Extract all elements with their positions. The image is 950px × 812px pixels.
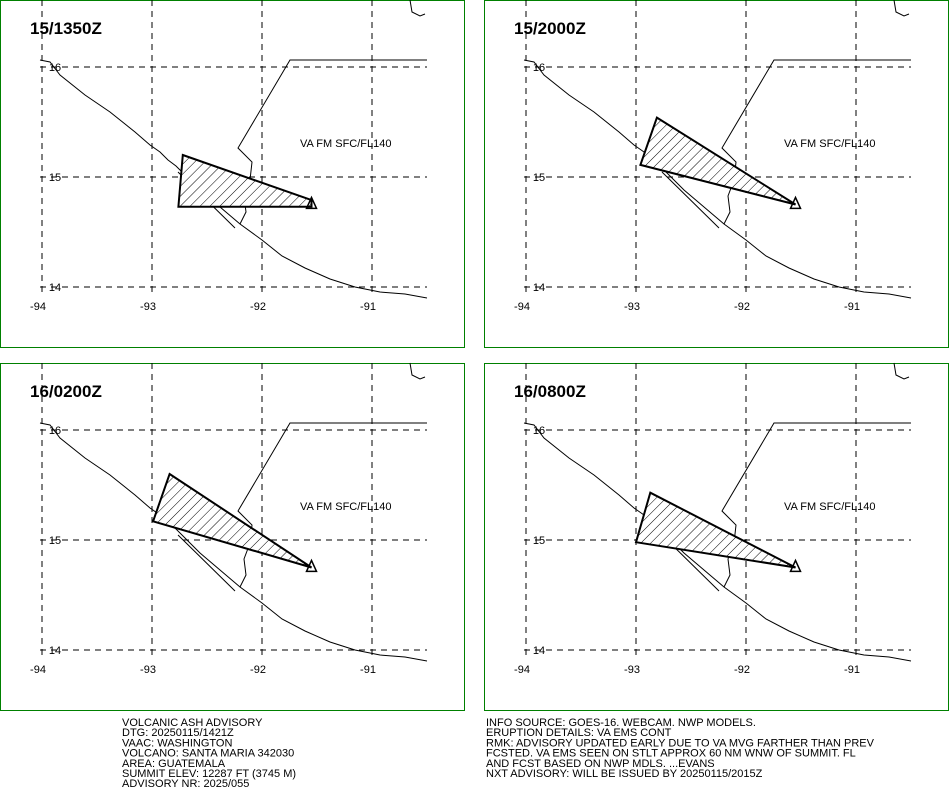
lon-label: -94	[30, 301, 46, 313]
lat-label: 15	[533, 172, 545, 184]
lon-label: -91	[360, 664, 376, 676]
ash-area	[639, 116, 797, 206]
advisory-line: FCSTED. VA EMS SEEN ON STLT APPROX 60 NM…	[486, 748, 856, 760]
advisory-line: AREA: GUATEMALA	[122, 758, 226, 770]
advisory-line: VOLCANO: SANTA MARIA 342030	[122, 748, 294, 760]
layer-label: VA FM SFC/FL140	[300, 138, 392, 150]
layer-label: VA FM SFC/FL140	[784, 138, 876, 150]
valid-time: 16/0200Z	[30, 382, 102, 401]
ash-area	[634, 491, 796, 569]
ash-area	[177, 153, 313, 208]
panel-frame	[484, 0, 949, 348]
advisory-line: SUMMIT ELEV: 12287 FT (3745 M)	[122, 768, 296, 780]
advisory-line: RMK: ADVISORY UPDATED EARLY DUE TO VA MV…	[486, 737, 875, 749]
lon-label: -94	[514, 301, 530, 313]
lat-label: 14	[533, 282, 545, 294]
volcano-marker	[305, 195, 318, 210]
panel-frame	[0, 363, 465, 711]
advisory-line: VOLCANIC ASH ADVISORY	[122, 717, 263, 729]
lat-label: 14	[49, 282, 61, 294]
advisory-line: DTG: 20250115/1421Z	[122, 727, 234, 739]
valid-time: 15/1350Z	[30, 19, 102, 38]
lon-label: -91	[844, 301, 860, 313]
advisory-line: ERUPTION DETAILS: VA EMS CONT	[486, 727, 672, 739]
lon-label: -92	[734, 301, 750, 313]
advisory-line: NXT ADVISORY: WILL BE ISSUED BY 20250115…	[486, 768, 763, 780]
lon-label: -92	[250, 301, 266, 313]
valid-time: 15/2000Z	[514, 19, 586, 38]
layer-label: VA FM SFC/FL140	[300, 501, 392, 513]
lon-label: -94	[30, 664, 46, 676]
lon-label: -93	[624, 664, 640, 676]
lon-label: -93	[140, 664, 156, 676]
lon-label: -93	[624, 301, 640, 313]
lon-label: -92	[250, 664, 266, 676]
layer-label: VA FM SFC/FL140	[784, 501, 876, 513]
advisory-line: AND FCST BASED ON NWP MDLS. ...EVANS	[486, 758, 715, 770]
panel-frame	[0, 0, 465, 348]
panel-frame	[484, 363, 949, 711]
advisory-line: ADVISORY NR: 2025/055	[122, 778, 249, 790]
lon-label: -94	[514, 664, 530, 676]
volcano-marker	[305, 558, 318, 573]
lon-label: -91	[844, 664, 860, 676]
ash-area	[151, 472, 313, 569]
advisory-line: VAAC: WASHINGTON	[122, 737, 232, 749]
lon-label: -93	[140, 301, 156, 313]
lat-label: 14	[533, 645, 545, 657]
lat-label: 14	[49, 645, 61, 657]
lat-label: 15	[49, 535, 61, 547]
lon-label: -91	[360, 301, 376, 313]
lon-label: -92	[734, 664, 750, 676]
lat-label: 15	[533, 535, 545, 547]
advisory-line: INFO SOURCE: GOES-16. WEBCAM. NWP MODELS…	[486, 717, 756, 729]
valid-time: 16/0800Z	[514, 382, 586, 401]
volcano-marker	[789, 195, 802, 210]
volcano-marker	[789, 558, 802, 573]
lat-label: 15	[49, 172, 61, 184]
